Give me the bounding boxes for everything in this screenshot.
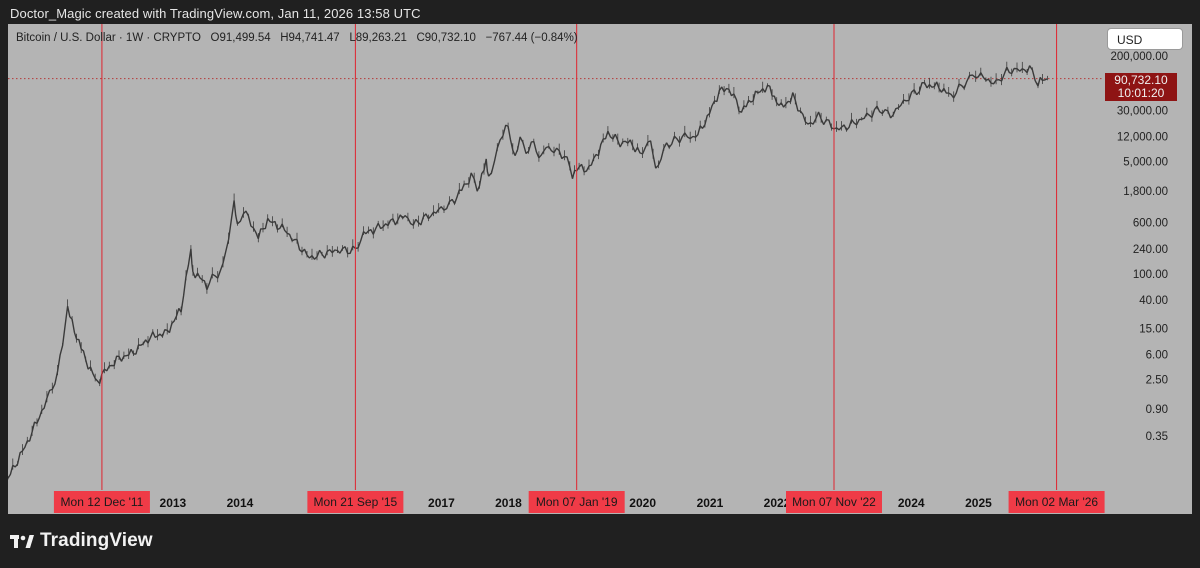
marker-label-bg: [528, 491, 625, 513]
brand-name: TradingView: [40, 530, 153, 551]
marker-label: Mon 12 Dec '11: [61, 495, 144, 509]
legend-change: −767.44 (−0.84%): [485, 32, 578, 44]
marker-label: Mon 21 Sep '15: [314, 495, 398, 509]
x-tick-label: 2022: [764, 496, 791, 510]
marker-label-bg: [786, 491, 882, 513]
y-tick-label: 1,800.00: [1123, 186, 1168, 198]
y-tick-label: 240.00: [1133, 244, 1168, 256]
price-chart[interactable]: 200,000.00 30,000.00 12,000.00 5,000.00 1,80…: [8, 24, 1192, 514]
marker-label: Mon 07 Nov '22: [792, 495, 876, 509]
y-tick-label: 2.50: [1146, 375, 1168, 387]
y-tick-label: 0.90: [1146, 404, 1168, 416]
y-tick-label: 100.00: [1133, 269, 1168, 281]
bar-countdown: 10:01:20: [1117, 86, 1165, 100]
legend-high: H94,741.47: [280, 32, 340, 44]
y-tick-label: 15.00: [1139, 323, 1168, 335]
symbol-legend: Bitcoin / U.S. Dollar · 1W · CRYPTO O91,…: [16, 32, 578, 44]
tradingview-brand[interactable]: TradingView: [10, 530, 153, 552]
currency-selector[interactable]: USD: [1107, 28, 1183, 50]
legend-open: O91,499.54: [210, 32, 271, 44]
legend-symbol: Bitcoin / U.S. Dollar · 1W · CRYPTO: [16, 32, 201, 44]
marker-label-bg: [307, 491, 404, 513]
x-tick-label: 2013: [160, 496, 187, 510]
y-tick-label: 600.00: [1133, 218, 1168, 230]
chart-frame[interactable]: 200,000.00 30,000.00 12,000.00 5,000.00 1,80…: [8, 24, 1192, 514]
x-tick-label: 2014: [227, 496, 254, 510]
x-tick-label: 2020: [629, 496, 656, 510]
last-price-tag: 90,732.10 10:01:20: [1105, 73, 1177, 101]
marker-label: Mon 02 Mar '26: [1015, 495, 1098, 509]
y-tick-label: 6.00: [1146, 350, 1168, 362]
x-tick-label: 2024: [898, 496, 925, 510]
y-tick-label: 30,000.00: [1117, 105, 1168, 117]
y-tick-label: 0.35: [1146, 431, 1168, 443]
y-tick-label: 5,000.00: [1123, 157, 1168, 169]
y-tick-label: 12,000.00: [1117, 132, 1168, 144]
y-tick-label: 40.00: [1139, 295, 1168, 307]
legend-close: C90,732.10: [416, 32, 476, 44]
chart-credit-header: Doctor_Magic created with TradingView.co…: [10, 6, 421, 21]
price-series-line: [8, 65, 1048, 479]
marker-label-bg: [53, 491, 150, 513]
tradingview-logo-icon: [10, 535, 34, 548]
x-tick-label: 2025: [965, 496, 992, 510]
x-tick-label: 2018: [495, 496, 522, 510]
marker-label-bg: [1008, 491, 1105, 513]
last-price-value: 90,732.10: [1114, 73, 1168, 87]
y-tick-label: 200,000.00: [1110, 51, 1168, 63]
x-tick-label: 2021: [697, 496, 724, 510]
x-tick-label: 2017: [428, 496, 455, 510]
marker-label: Mon 07 Jan '19: [536, 495, 618, 509]
legend-low: L89,263.21: [349, 32, 407, 44]
